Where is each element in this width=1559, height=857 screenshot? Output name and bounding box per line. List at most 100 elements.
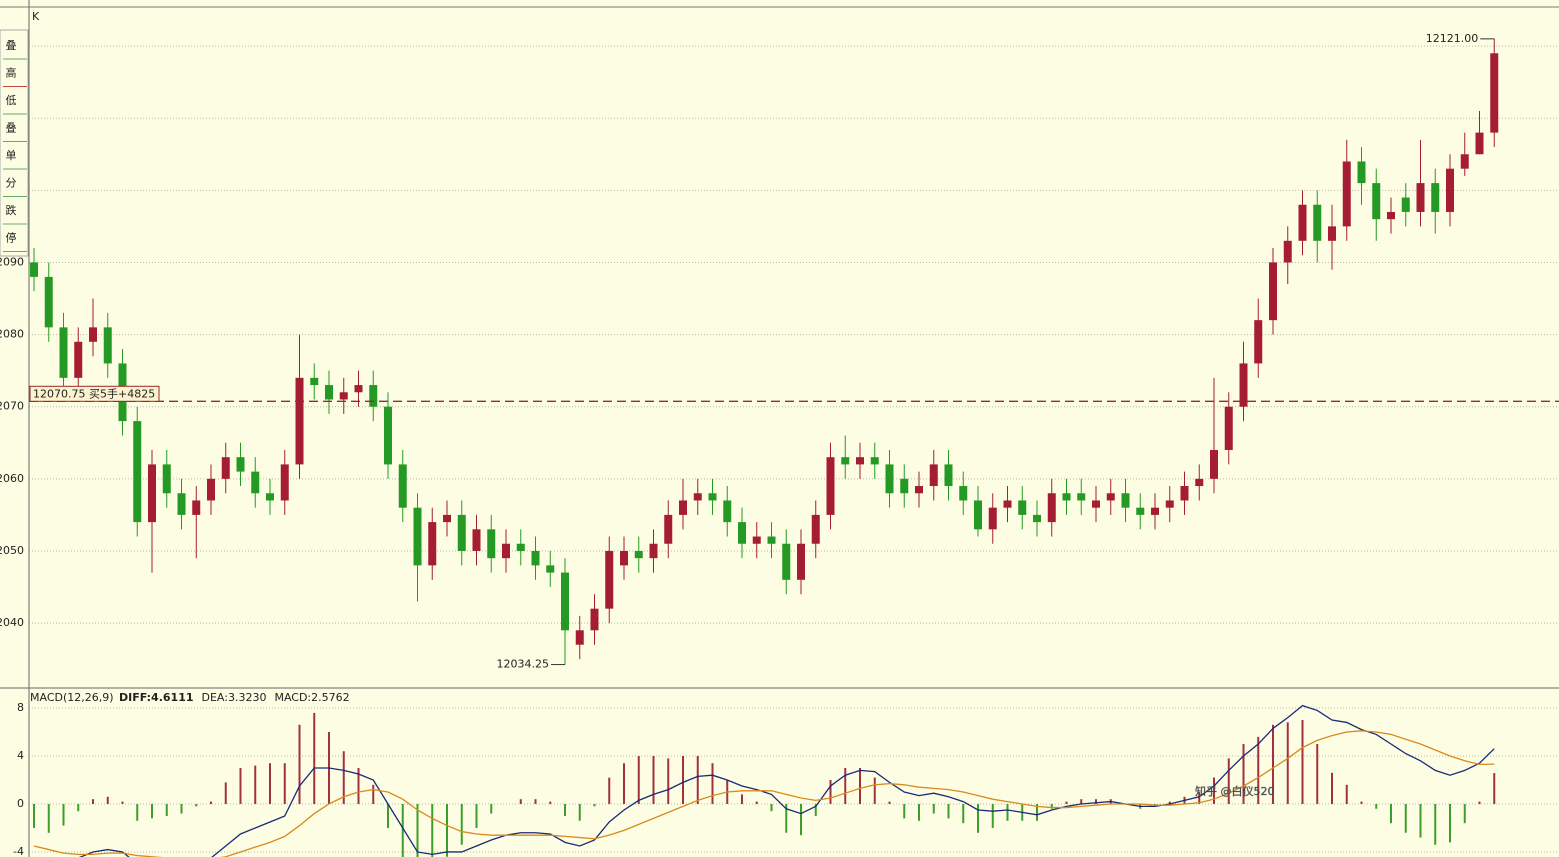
watermark: 知乎 @白仪520 — [1195, 784, 1275, 798]
annotation-label: 12034.25 — [497, 658, 550, 671]
macd-line — [78, 704, 1495, 857]
position-label-box — [29, 385, 160, 402]
toolbar-button[interactable]: 高 — [6, 66, 17, 80]
candle-body — [752, 536, 761, 544]
y-tick-label: 12080 — [0, 328, 24, 341]
candle-body — [679, 500, 687, 515]
candle-body — [1180, 486, 1189, 501]
candle-body — [472, 529, 481, 551]
candle-body — [266, 493, 274, 501]
candle-body — [221, 457, 230, 479]
y-tick-label: 4 — [17, 749, 24, 762]
candle-body — [915, 486, 923, 494]
candle-body — [74, 341, 83, 378]
candle-body — [1357, 161, 1366, 184]
toolbar-button[interactable]: 叠 — [6, 122, 17, 135]
legend-entry: DIFF:4.6111 — [119, 691, 194, 704]
candle-body — [575, 630, 584, 645]
candle-body — [1446, 168, 1454, 212]
candle-body — [398, 464, 407, 508]
candle-body — [988, 507, 997, 530]
toolbar-button[interactable]: 跌 — [6, 203, 17, 217]
legend-entry: MACD:2.5762 — [274, 691, 349, 704]
candle-body — [1106, 493, 1115, 501]
y-tick-label: 0 — [17, 797, 24, 810]
y-tick-label: -4 — [13, 845, 24, 857]
candle-body — [1387, 211, 1395, 220]
candle-body — [1151, 507, 1159, 515]
legend-entry: DEA:3.3230 — [202, 691, 267, 704]
toolbar-button[interactable]: 分 — [6, 177, 17, 190]
candle-body — [649, 543, 658, 559]
candle-body — [295, 377, 304, 465]
candle-body — [89, 327, 97, 342]
candle-body — [620, 550, 628, 566]
y-tick-label: 12040 — [0, 616, 24, 629]
toolbar-button[interactable]: 单 — [6, 149, 17, 162]
candle-body — [738, 522, 746, 544]
candle-body — [1224, 406, 1233, 450]
panel-title: K — [32, 10, 40, 23]
toolbar — [0, 29, 29, 257]
candle-body — [236, 457, 245, 472]
toolbar-button[interactable]: 停 — [6, 231, 17, 245]
toolbar-button[interactable]: 低 — [6, 94, 17, 107]
candle-body — [959, 486, 968, 501]
candle-body — [1401, 197, 1410, 212]
candle-body — [870, 457, 879, 465]
position-label: 12070.75 买5手+4825 — [33, 386, 155, 400]
candle-body — [1121, 493, 1130, 508]
candle-body — [280, 464, 289, 501]
candle-body — [502, 543, 510, 559]
candle-body — [1372, 183, 1381, 220]
candle-body — [516, 543, 525, 551]
candle-body — [1077, 493, 1086, 501]
toolbar-button[interactable]: 叠 — [6, 39, 17, 52]
candle-body — [1195, 478, 1204, 487]
candle-body — [251, 471, 260, 494]
candle-body — [1136, 507, 1145, 515]
candle-body — [428, 522, 437, 566]
candle-body — [103, 327, 112, 364]
candle-body — [1460, 154, 1469, 169]
y-tick-label: 12060 — [0, 472, 24, 485]
candle-body — [590, 608, 599, 631]
candle-body — [1313, 204, 1322, 241]
candle-body — [1342, 161, 1351, 227]
candle-body — [1431, 183, 1440, 212]
candle-body — [531, 550, 540, 566]
candle-body — [325, 385, 333, 400]
candle-body — [1210, 449, 1218, 479]
candle-body — [1283, 240, 1292, 263]
y-tick-label: 12050 — [0, 544, 24, 557]
candle-body — [1092, 500, 1100, 508]
candle-body — [708, 493, 717, 501]
candle-body — [30, 262, 38, 277]
y-tick-label: 12070 — [0, 400, 24, 413]
candle-body — [1298, 204, 1307, 241]
candle-body — [1490, 53, 1499, 133]
candle-body — [605, 550, 614, 609]
candle-body — [148, 464, 156, 523]
y-tick-label: 12090 — [0, 255, 24, 268]
candle-body — [207, 478, 215, 501]
candle-body — [811, 514, 820, 544]
candle-body — [310, 377, 319, 386]
candle-body — [192, 500, 201, 515]
candle-body — [177, 493, 186, 515]
candle-body — [369, 385, 378, 407]
candle-body — [1239, 363, 1248, 407]
candle-body — [443, 514, 451, 523]
candle-body — [44, 276, 53, 328]
candle-body — [413, 507, 422, 566]
candle-body — [900, 478, 909, 494]
candle-body — [1018, 500, 1027, 515]
candle-body — [1416, 183, 1425, 212]
candle-body — [1328, 226, 1336, 241]
candle-body — [546, 565, 555, 573]
candle-body — [133, 421, 142, 523]
macd-line — [33, 730, 1495, 857]
